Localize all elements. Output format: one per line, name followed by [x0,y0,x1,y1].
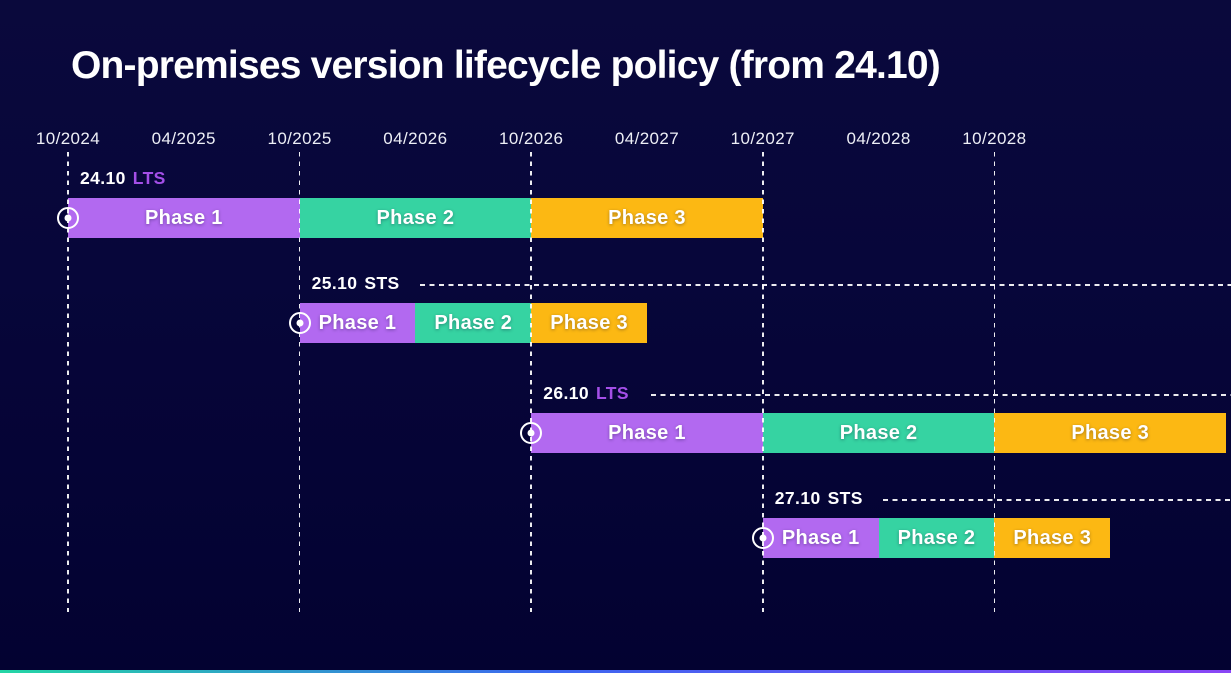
version-row-label: 27.10 STS [775,488,863,509]
phase-bar: Phase 1 [762,518,879,558]
version-number: 24.10 [80,168,126,188]
version-row-label: 25.10 STS [312,273,400,294]
channel-badge: STS [827,488,863,508]
phase-bar-label: Phase 2 [839,421,918,444]
version-row-label: 24.10 LTS [80,168,166,189]
bottom-accent-gradient [0,670,1231,673]
phase-bar: Phase 2 [299,198,532,238]
timeline-gridline [298,152,301,612]
version-number: 27.10 [774,488,821,508]
channel-badge: LTS [595,383,629,403]
phase-bar: Phase 2 [762,413,995,453]
phase-bar: Phase 3 [994,413,1226,453]
version-number: 25.10 [311,273,358,293]
phase-bar-label: Phase 3 [1071,421,1150,444]
phase-bar-label: Phase 3 [550,311,628,334]
release-marker-dot [759,534,767,542]
version-number: 26.10 [543,383,589,403]
leader-dashes [651,394,1231,396]
version-row-label: 26.10 LTS [543,383,629,404]
phase-bar-label: Phase 1 [781,526,860,549]
phase-bar: Phase 3 [531,303,647,343]
phase-bar-label: Phase 2 [434,311,513,334]
phase-bar: Phase 1 [531,413,763,453]
phase-bar-label: Phase 1 [608,421,686,444]
phase-bar-label: Phase 2 [897,526,976,549]
axis-tick-label: 10/2026 [499,129,564,148]
phase-bar-label: Phase 3 [1013,526,1092,549]
release-marker-dot [296,319,304,327]
axis-tick-label: 10/2024 [35,129,101,148]
timeline-gridline [530,152,533,612]
axis-tick-label: 04/2026 [383,129,448,148]
release-marker-icon [57,207,79,229]
phase-bar-label: Phase 1 [318,311,397,334]
axis-tick-label: 10/2027 [730,129,795,148]
release-marker-icon [288,312,311,334]
release-marker-icon [520,422,543,444]
timeline-gridline [761,152,764,612]
timeline-gridline [67,152,69,612]
phase-bar: Phase 1 [68,198,300,238]
phase-bar: Phase 3 [994,518,1111,558]
axis-tick-label: 04/2028 [846,129,911,148]
phase-bar-label: Phase 1 [144,206,223,229]
phase-bar: Phase 2 [878,518,995,558]
release-marker-dot [64,214,72,222]
phase-bar-label: Phase 2 [376,206,455,229]
phase-bar: Phase 2 [415,303,532,343]
axis-tick-label: 10/2025 [267,129,332,148]
phase-bar: Phase 1 [299,303,416,343]
channel-badge: STS [364,273,400,293]
phase-bar-label: Phase 3 [608,206,686,229]
timeline-gridline [993,152,996,612]
release-marker-dot [527,429,535,437]
chart-title: On-premises version lifecycle policy (fr… [71,44,941,87]
axis-tick-label: 10/2028 [962,129,1027,148]
leader-dashes [419,284,1231,286]
leader-dashes [882,499,1231,501]
release-marker-icon [751,527,774,549]
phase-bar: Phase 3 [531,198,763,238]
axis-tick-label: 04/2025 [151,129,216,148]
axis-tick-label: 04/2027 [614,129,680,148]
channel-badge: LTS [132,168,166,188]
